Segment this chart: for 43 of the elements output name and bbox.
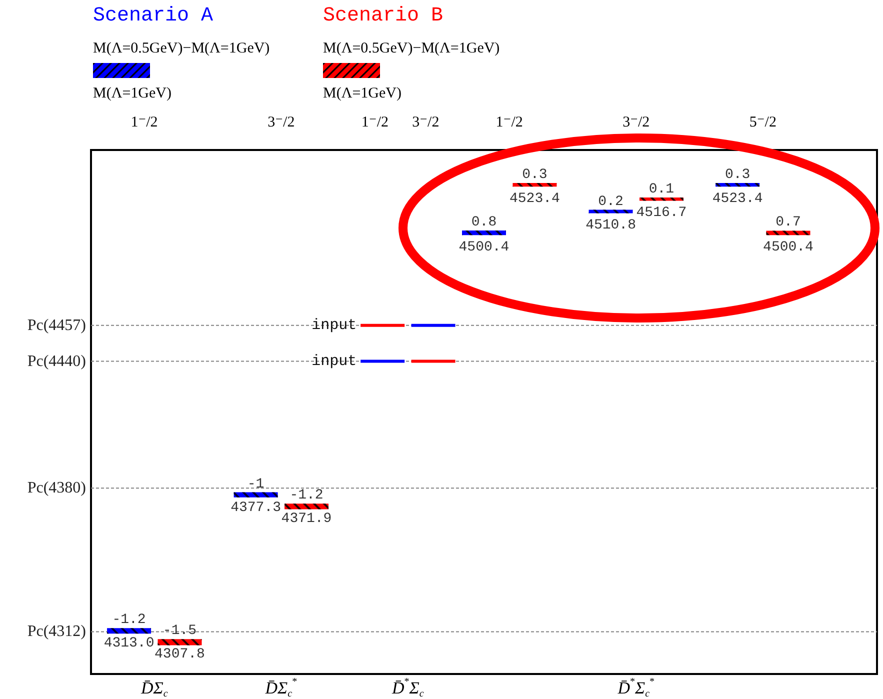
text: 3⁻/2 <box>412 114 440 130</box>
text: Scenario B <box>323 4 444 28</box>
annotation: 4313.0 <box>104 636 154 652</box>
ref-line-label: Pc(4312) <box>27 623 86 640</box>
data-label: 0.2 <box>598 194 624 210</box>
bar <box>360 360 405 363</box>
text: Scenario A <box>93 4 214 28</box>
text: M(Λ=1GeV) <box>93 86 172 102</box>
data-label: 0.3 <box>522 166 548 183</box>
annotation: 4516.7 <box>636 205 687 222</box>
annotation: 4371.9 <box>281 511 332 528</box>
annotation: input <box>312 352 357 370</box>
annotation: 4377.3 <box>230 500 282 516</box>
text: 5⁻/2 <box>749 114 776 130</box>
text: 1⁻/2 <box>361 114 389 130</box>
ref-line-label: Pc(4440) <box>27 352 86 370</box>
annotation: input <box>312 316 357 334</box>
data-label: -1.2 <box>290 488 324 504</box>
annotation: 4307.8 <box>154 646 205 663</box>
data-label: 0.7 <box>776 214 801 231</box>
data-label: -1.2 <box>112 612 146 628</box>
annotation: 4523.4 <box>510 191 560 208</box>
text: 3⁻/2 <box>268 114 295 130</box>
text: M(Λ=0.5GeV)−M(Λ=1GeV) <box>323 40 500 56</box>
annotation: 4523.4 <box>712 191 763 208</box>
annotation: 4510.8 <box>586 218 636 234</box>
text: 1⁻/2 <box>496 114 523 130</box>
text: 1⁻/2 <box>130 114 158 130</box>
text: M(Λ=0.5GeV)−M(Λ=1GeV) <box>93 40 270 56</box>
bar <box>411 324 456 327</box>
annotation: 4500.4 <box>763 240 814 256</box>
data-label: 0.1 <box>648 182 674 198</box>
data-label: -1 <box>247 476 264 492</box>
text: M(Λ=1GeV) <box>323 86 402 102</box>
text: 3⁻/2 <box>622 114 650 130</box>
data-label: -1.5 <box>162 623 197 640</box>
ref-line-label: Pc(4457) <box>27 316 86 334</box>
annotation: 4500.4 <box>458 240 510 256</box>
data-label: 0.8 <box>471 214 497 230</box>
data-label: 0.3 <box>724 166 750 183</box>
ref-line-label: Pc(4380) <box>27 480 86 497</box>
bar <box>360 324 405 327</box>
bar <box>411 360 456 363</box>
